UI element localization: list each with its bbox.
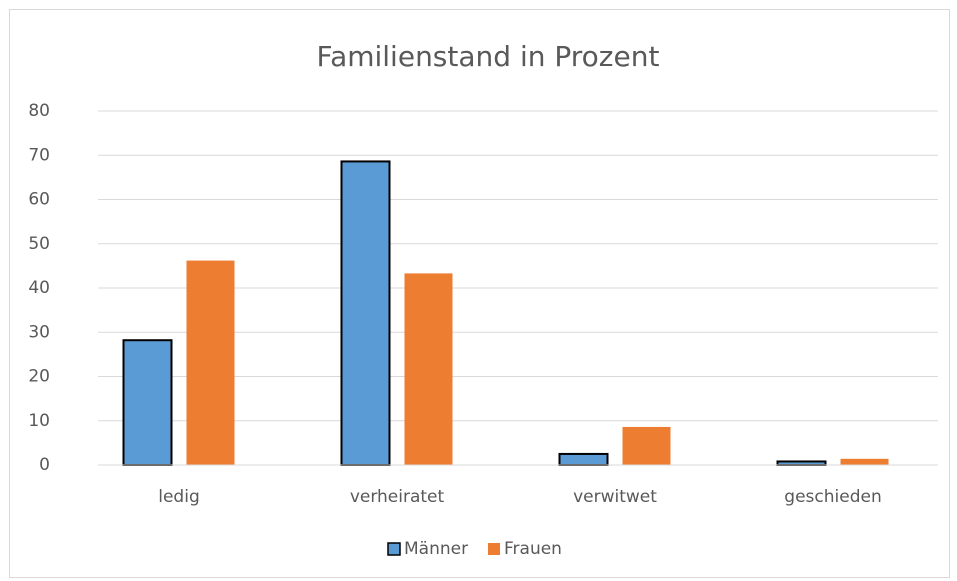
y-tick-label: 40 [28, 278, 50, 298]
bar [622, 426, 671, 465]
y-tick-label: 80 [28, 101, 50, 121]
x-tick-label: verheiratet [350, 487, 445, 507]
legend-label: Frauen [504, 539, 562, 559]
bar [840, 458, 889, 465]
x-tick-label: ledig [158, 487, 200, 507]
legend-swatch [488, 543, 500, 555]
chart-title: Familienstand in Prozent [317, 40, 660, 73]
y-tick-label: 0 [39, 455, 50, 475]
legend-label: Männer [404, 539, 468, 559]
bar [340, 160, 391, 466]
bar [122, 339, 173, 466]
y-tick-label: 20 [28, 367, 50, 387]
chart-border [9, 9, 950, 578]
y-tick-label: 10 [28, 411, 50, 431]
bar [558, 452, 609, 466]
bar [404, 273, 453, 465]
bar [186, 260, 235, 465]
y-tick-label: 60 [28, 190, 50, 210]
y-tick-label: 30 [28, 322, 50, 342]
x-tick-label: verwitwet [573, 487, 657, 507]
legend-swatch [387, 542, 401, 556]
y-tick-label: 50 [28, 234, 50, 254]
x-tick-label: geschieden [784, 487, 881, 507]
y-tick-label: 70 [28, 145, 50, 165]
bar [776, 460, 827, 466]
